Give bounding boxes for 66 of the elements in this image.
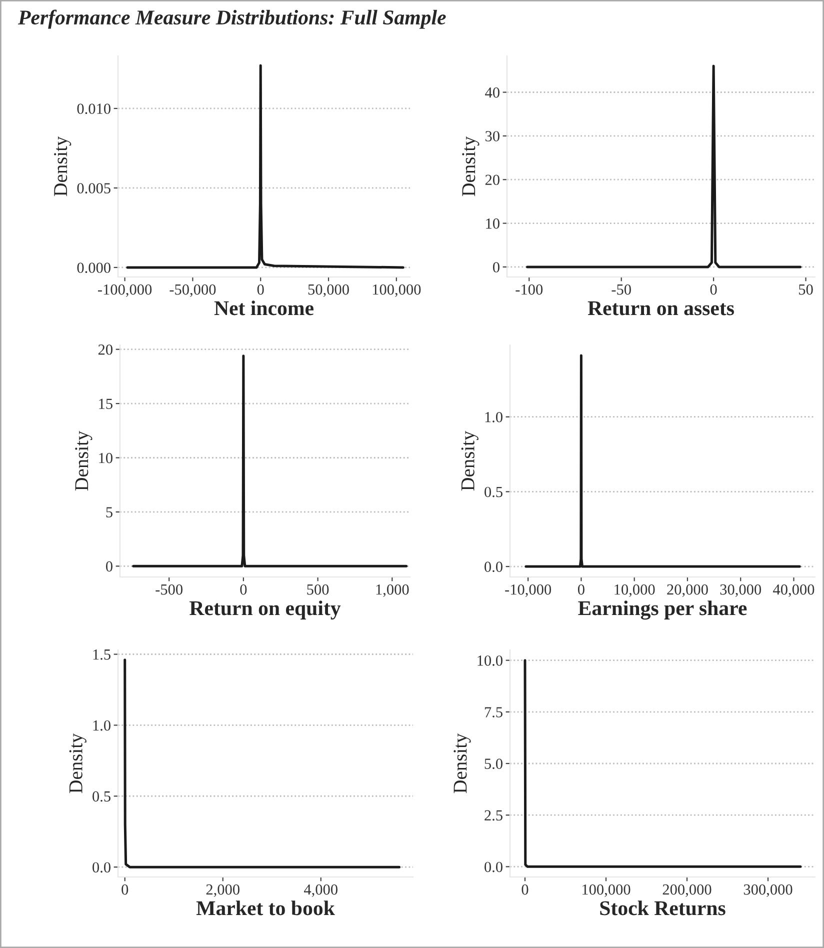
y-tick-label: 20	[98, 344, 112, 355]
x-tick-label: 0	[257, 284, 264, 295]
chart-title: Performance Measure Distributions: Full Sample	[18, 10, 446, 29]
y-tick-label: 0.5	[92, 791, 110, 802]
x-axis-title: Earnings per share	[578, 600, 747, 620]
x-tick-label: 500	[307, 584, 329, 595]
line-series	[126, 64, 404, 269]
x-tick-label: -50,000	[170, 284, 216, 297]
y-tick-label: 10.0	[478, 655, 502, 666]
line-series	[124, 658, 401, 868]
y-tick-label: 5.0	[484, 758, 502, 770]
x-tick-label: 300,000	[744, 884, 792, 897]
x-tick-label: -100	[516, 284, 543, 295]
y-tick-label: 0	[493, 262, 500, 272]
x-axis-title: Stock Returns	[600, 900, 726, 916]
y-tick-label: 15	[99, 398, 112, 409]
y-axis-title: Density	[54, 136, 72, 196]
y-tick-label: 0.0	[92, 862, 110, 873]
y-axis-title: Density	[454, 733, 471, 794]
x-tick-label: 0	[122, 884, 128, 895]
y-tick-label: 1.5	[93, 649, 110, 660]
y-tick-label: 10	[99, 452, 112, 464]
x-tick-label: 100,000	[582, 884, 630, 897]
x-tick-label: 40,000	[773, 584, 814, 597]
y-axis-title: Density	[75, 430, 92, 491]
y-tick-label: 30	[486, 131, 500, 142]
y-tick-label: 10	[486, 218, 500, 229]
x-tick-label: 1,000	[376, 584, 409, 597]
x-axis-title: Market to book	[196, 900, 335, 916]
y-tick-label: 1.0	[485, 412, 502, 422]
y-tick-label: 0.0	[484, 562, 502, 572]
x-axis-title: Return on equity	[190, 600, 341, 620]
y-tick-label: 0.000	[77, 262, 110, 273]
x-tick-label: -50	[612, 284, 631, 295]
y-tick-label: 0.010	[77, 104, 110, 114]
x-axis-title: Net income	[214, 300, 314, 316]
x-tick-label: 50,000	[308, 284, 349, 297]
x-tick-label: 50	[799, 284, 813, 295]
x-tick-label: 30,000	[720, 584, 762, 597]
x-tick-label: 0	[240, 584, 247, 595]
x-tick-label: -500	[156, 584, 182, 595]
x-tick-label: 4,000	[304, 884, 338, 897]
y-tick-label: 7.5	[484, 707, 502, 718]
x-tick-label: 10,000	[614, 584, 655, 597]
y-tick-label: 5	[106, 507, 112, 518]
y-axis-title: Density	[462, 136, 480, 196]
y-tick-label: 2.5	[484, 810, 502, 821]
x-tick-label: -10,000	[505, 584, 552, 597]
x-tick-label: -100,000	[98, 284, 152, 297]
x-tick-label: 2,000	[206, 884, 240, 897]
y-tick-label: 0.005	[77, 183, 110, 194]
x-tick-label: 200,000	[662, 884, 712, 897]
x-tick-label: 0	[522, 884, 528, 895]
x-tick-label: 0	[710, 284, 717, 295]
x-tick-label: 20,000	[667, 584, 708, 597]
x-axis-title: Return on assets	[588, 301, 734, 316]
y-tick-label: 40	[485, 87, 500, 98]
y-tick-label: 0.0	[484, 862, 502, 872]
y-axis-title: Density	[69, 733, 86, 794]
y-axis-title: Density	[461, 430, 478, 491]
y-tick-label: 1.0	[93, 720, 110, 731]
y-tick-label: 0.5	[484, 486, 502, 498]
x-tick-label: 0	[578, 584, 584, 595]
y-tick-label: 20	[485, 174, 500, 186]
x-tick-label: 100,000	[372, 284, 421, 297]
y-tick-label: 0	[106, 561, 112, 572]
